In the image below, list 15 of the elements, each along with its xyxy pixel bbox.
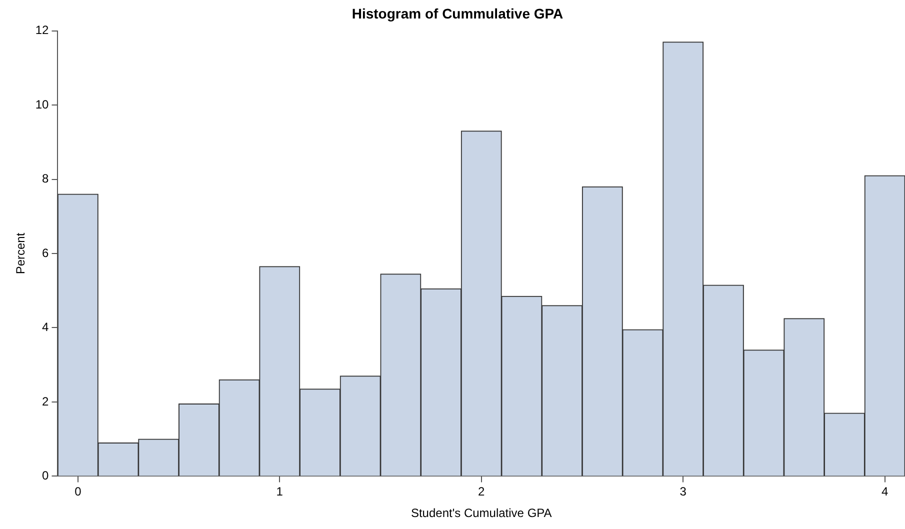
y-tick-label: 2: [42, 394, 50, 408]
y-tick-label: 10: [35, 97, 50, 112]
y-tick-label: 12: [35, 23, 50, 38]
y-axis-title: Percent: [14, 232, 28, 274]
x-tick-label: 1: [276, 484, 284, 499]
x-tick-label: 3: [680, 484, 687, 499]
chart-title: Histogram of Cummulative GPA: [352, 5, 564, 22]
y-tick-label: 0: [42, 468, 50, 483]
x-tick-label: 2: [478, 484, 486, 499]
y-tick-label: 4: [42, 320, 50, 334]
x-tick-label: 4: [881, 484, 888, 499]
x-tick-label: 0: [74, 484, 82, 499]
y-tick-label: 6: [42, 246, 50, 260]
x-axis-title: Student's Cumulative GPA: [410, 506, 552, 520]
y-tick-label: 8: [42, 172, 50, 186]
